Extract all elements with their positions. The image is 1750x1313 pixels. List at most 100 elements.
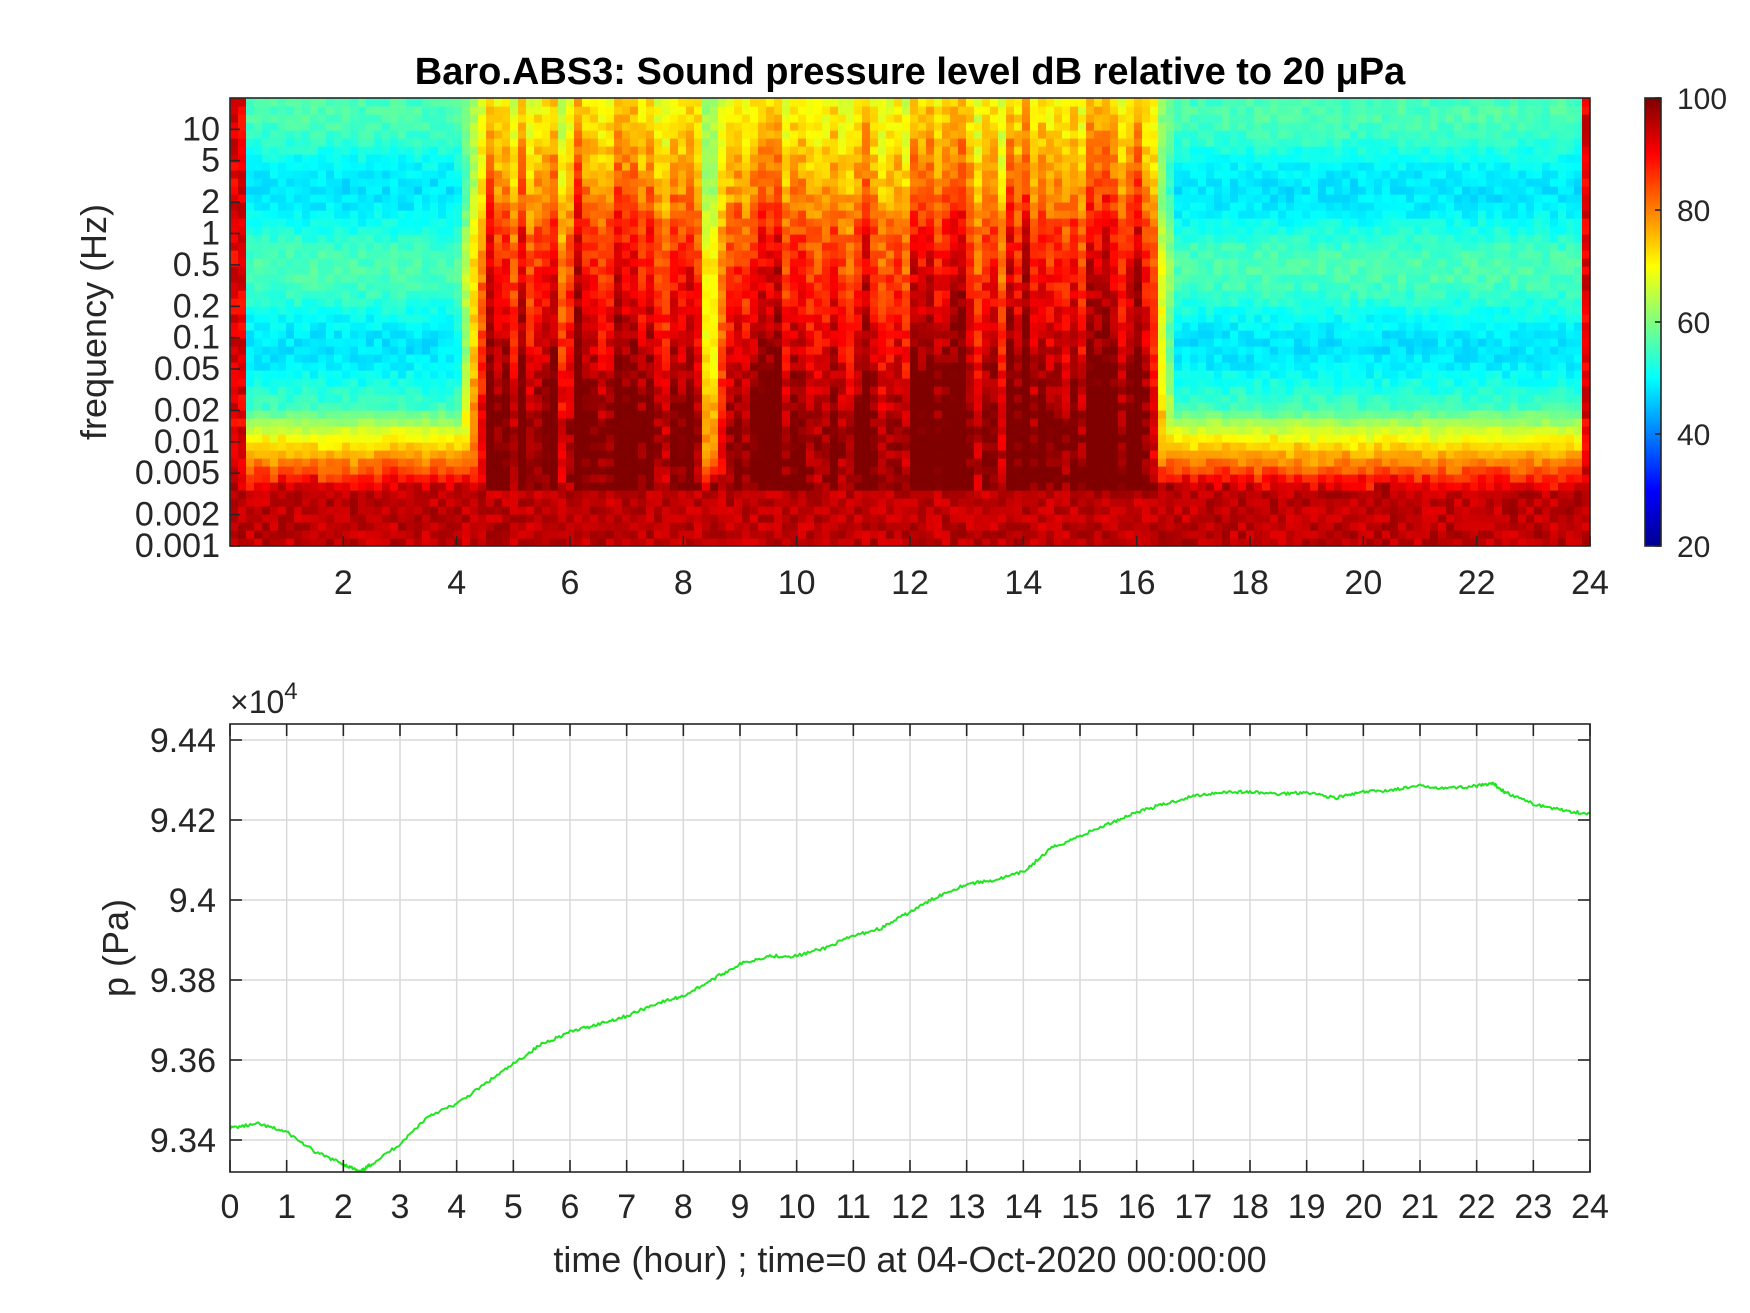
heatmap-cell xyxy=(702,106,711,115)
heatmap-cell xyxy=(502,210,511,219)
heatmap-cell xyxy=(374,106,383,115)
heatmap-cell xyxy=(462,314,471,323)
heatmap-cell xyxy=(758,458,767,467)
heatmap-cell xyxy=(814,346,823,355)
heatmap-cell xyxy=(542,210,551,219)
heatmap-cell xyxy=(542,506,551,515)
heatmap-cell xyxy=(542,386,551,395)
heatmap-cell xyxy=(406,162,415,171)
heatmap-cell xyxy=(638,330,647,339)
heatmap-cell xyxy=(526,226,535,235)
heatmap-cell xyxy=(734,490,743,499)
heatmap-cell xyxy=(550,170,559,179)
heatmap-cell xyxy=(590,386,599,395)
heatmap-cell xyxy=(702,234,711,243)
heatmap-cell xyxy=(518,186,527,195)
heatmap-cell xyxy=(342,242,351,251)
heatmap-cell xyxy=(518,314,527,323)
heatmap-cell xyxy=(342,258,351,267)
heatmap-cell xyxy=(454,378,463,387)
heatmap-cell xyxy=(510,298,519,307)
heatmap-cell xyxy=(878,322,887,331)
heatmap-cell xyxy=(718,138,727,147)
heatmap-cell xyxy=(598,442,607,451)
heatmap-cell xyxy=(590,234,599,243)
heatmap-cell xyxy=(246,122,255,131)
heatmap-cell xyxy=(414,458,423,467)
heatmap-cell xyxy=(782,450,791,459)
heatmap-cell xyxy=(366,450,375,459)
heatmap-cell xyxy=(822,450,831,459)
heatmap-cell xyxy=(878,130,887,139)
heatmap-cell xyxy=(878,474,887,483)
heatmap-cell xyxy=(326,242,335,251)
heatmap-cell xyxy=(486,298,495,307)
heatmap-cell xyxy=(814,490,823,499)
heatmap-cell xyxy=(926,434,935,443)
heatmap-cell xyxy=(726,138,735,147)
heatmap-cell xyxy=(734,250,743,259)
heatmap-cell xyxy=(582,202,591,211)
heatmap-cell xyxy=(934,202,943,211)
heatmap-cell xyxy=(846,370,855,379)
heatmap-cell xyxy=(390,530,399,539)
heatmap-cell xyxy=(646,186,655,195)
heatmap-cell xyxy=(486,98,495,107)
heatmap-cell xyxy=(310,138,319,147)
heatmap-cell xyxy=(510,378,519,387)
heatmap-cell xyxy=(398,538,407,546)
heatmap-cell xyxy=(318,242,327,251)
heatmap-cell xyxy=(382,442,391,451)
heatmap-cell xyxy=(678,226,687,235)
heatmap-cell xyxy=(310,194,319,203)
heatmap-cell xyxy=(750,282,759,291)
heatmap-cell xyxy=(854,306,863,315)
heatmap-cell xyxy=(750,114,759,123)
heatmap-cell xyxy=(702,402,711,411)
heatmap-cell xyxy=(638,290,647,299)
heatmap-cell xyxy=(926,322,935,331)
heatmap-cell xyxy=(774,498,783,507)
heatmap-cell xyxy=(582,490,591,499)
heatmap-cell xyxy=(910,538,919,546)
heatmap-cell xyxy=(734,170,743,179)
heatmap-cell xyxy=(934,354,943,363)
heatmap-cell xyxy=(246,114,255,123)
heatmap-cell xyxy=(830,282,839,291)
heatmap-cell xyxy=(262,538,271,546)
heatmap-cell xyxy=(318,274,327,283)
heatmap-cell xyxy=(254,530,263,539)
heatmap-cell xyxy=(742,266,751,275)
heatmap-cell xyxy=(278,154,287,163)
heatmap-cell xyxy=(246,346,255,355)
heatmap-cell xyxy=(686,362,695,371)
heatmap-cell xyxy=(846,338,855,347)
heatmap-cell xyxy=(478,506,487,515)
heatmap-cell xyxy=(670,322,679,331)
heatmap-cell xyxy=(502,506,511,515)
heatmap-cell xyxy=(302,202,311,211)
heatmap-cell xyxy=(334,122,343,131)
heatmap-cell xyxy=(878,530,887,539)
heatmap-cell xyxy=(430,346,439,355)
heatmap-cell xyxy=(926,98,935,107)
heatmap-cell xyxy=(790,378,799,387)
heatmap-cell xyxy=(806,338,815,347)
heatmap-cell xyxy=(502,274,511,283)
heatmap-cell xyxy=(710,266,719,275)
heatmap-cell xyxy=(622,418,631,427)
heatmap-cell xyxy=(934,386,943,395)
heatmap-cell xyxy=(758,434,767,443)
heatmap-cell xyxy=(894,522,903,531)
heatmap-cell xyxy=(734,378,743,387)
heatmap-cell xyxy=(614,106,623,115)
heatmap-cell xyxy=(454,162,463,171)
heatmap-cell xyxy=(814,474,823,483)
heatmap-cell xyxy=(446,490,455,499)
heatmap-cell xyxy=(686,122,695,131)
heatmap-cell xyxy=(814,322,823,331)
heatmap-cell xyxy=(270,474,279,483)
heatmap-cell xyxy=(742,346,751,355)
heatmap-cell xyxy=(350,450,359,459)
heatmap-cell xyxy=(230,162,239,171)
